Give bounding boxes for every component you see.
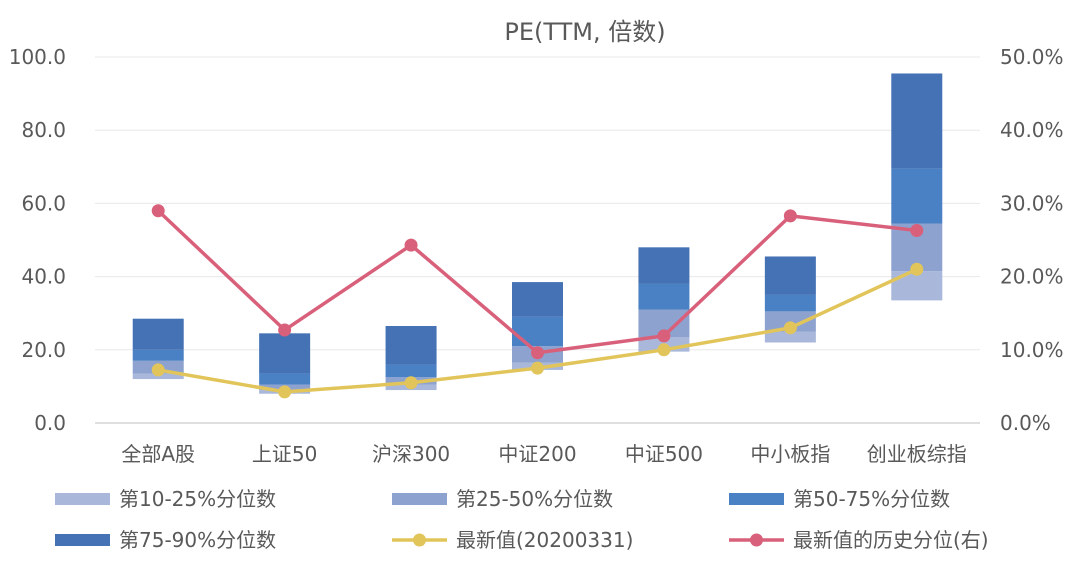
y2-tick-label: 30.0% [1000, 191, 1064, 215]
y-tick-label: 100.0 [9, 45, 66, 69]
legend-label: 最新值(20200331) [456, 528, 633, 552]
x-tick-label: 中证500 [625, 442, 703, 466]
legend: 第10-25%分位数 第25-50%分位数 第50-75%分位数第75-90%分位数… [55, 487, 989, 552]
series-point [910, 223, 924, 237]
bar-segment [512, 282, 563, 317]
legend-swatch [729, 493, 784, 505]
series-point [657, 343, 671, 357]
series-point [783, 321, 797, 335]
bar-segment [638, 247, 690, 284]
percentile-bars [132, 73, 943, 394]
bar-segment [764, 256, 816, 295]
legend-label: 第25-50%分位数 [456, 487, 613, 511]
legend-label: 第10-25%分位数 [119, 487, 276, 511]
legend-marker [750, 533, 763, 547]
bar-segment [764, 331, 816, 343]
y2-tick-label: 10.0% [1000, 338, 1064, 362]
series-point [151, 363, 165, 377]
y-tick-label: 60.0 [21, 191, 66, 215]
bar-segment [891, 168, 943, 224]
x-axis: 全部A股 上证50 沪深300 中证200 中证500 中小板指 创业板综指 [121, 442, 966, 466]
series-point [404, 238, 418, 252]
y2-tick-label: 40.0% [1000, 118, 1064, 142]
y-tick-label: 0.0 [34, 411, 66, 435]
legend-swatch [392, 493, 447, 505]
bar-segment [132, 318, 184, 350]
y-tick-label: 80.0 [21, 118, 66, 142]
x-tick-label: 中小板指 [750, 442, 830, 466]
series-point [531, 346, 544, 360]
x-tick-label: 中证200 [498, 442, 576, 466]
bar-segment [891, 73, 943, 169]
series-point [278, 323, 292, 337]
y-axis-left: 0.0 20.0 40.0 60.0 80.0 100.0 [9, 45, 66, 435]
y-axis-right: 0.0% 10.0% 20.0% 30.0% 40.0% 50.0% [1000, 45, 1064, 435]
series-point [278, 385, 292, 399]
series-point [404, 376, 418, 390]
series-point [531, 361, 544, 375]
bar-segment [512, 316, 563, 347]
y-tick-label: 40.0 [21, 265, 66, 289]
y-tick-label: 20.0 [21, 338, 66, 362]
bar-segment [132, 349, 184, 361]
x-tick-label: 全部A股 [121, 442, 195, 466]
x-tick-label: 沪深300 [372, 442, 450, 466]
bar-segment [385, 364, 437, 378]
grid-lines [95, 56, 980, 424]
x-tick-label: 上证50 [252, 442, 317, 466]
legend-swatch [55, 534, 110, 546]
series-point [151, 204, 165, 218]
series-point [657, 329, 671, 343]
legend-swatch [55, 493, 110, 505]
series-lines [151, 204, 924, 399]
legend-label: 第50-75%分位数 [793, 487, 950, 511]
legend-label: 第75-90%分位数 [119, 528, 276, 552]
y2-tick-label: 20.0% [1000, 265, 1064, 289]
y2-tick-label: 50.0% [1000, 45, 1064, 69]
legend-label: 最新值的历史分位(右) [793, 528, 989, 552]
bar-segment [259, 333, 311, 374]
bar-segment [385, 326, 437, 365]
legend-marker [413, 533, 426, 547]
series-point [783, 209, 797, 223]
y2-tick-label: 0.0% [1000, 411, 1051, 435]
bar-segment [638, 283, 690, 310]
x-tick-label: 创业板综指 [867, 442, 967, 466]
bar-segment [764, 294, 816, 312]
series-point [910, 262, 924, 276]
bar-segment [259, 373, 311, 385]
chart-title: PE(TTM, 倍数) [504, 18, 665, 46]
